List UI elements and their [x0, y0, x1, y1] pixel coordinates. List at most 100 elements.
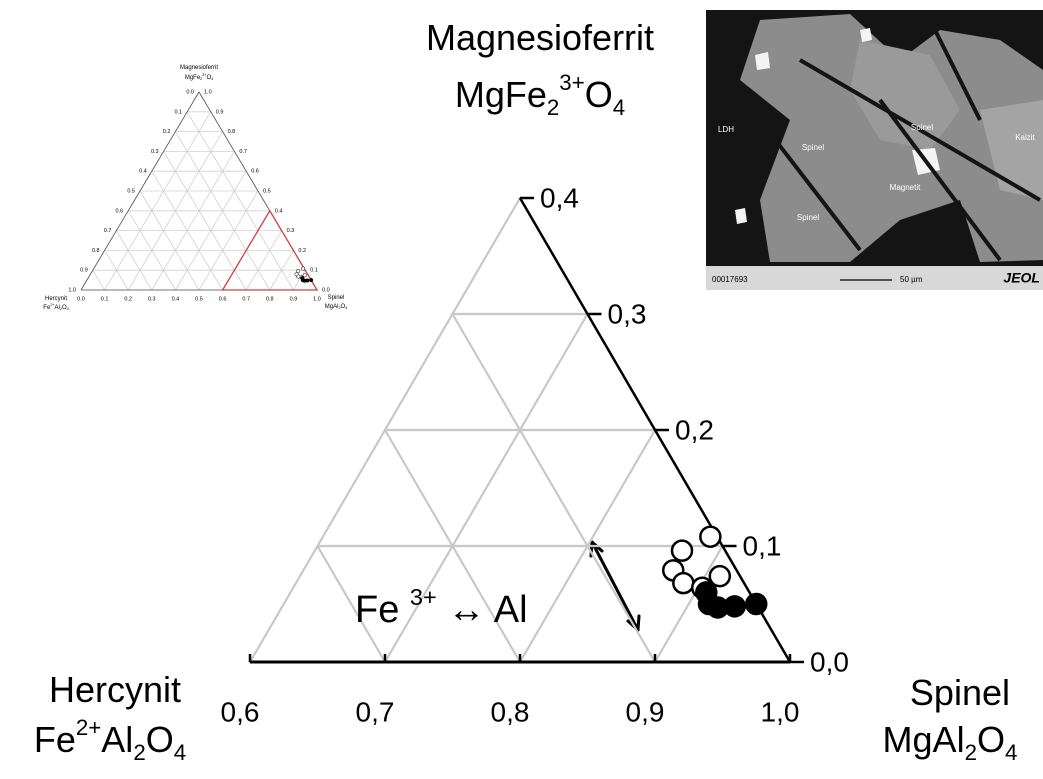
left-formula-part: Al [101, 719, 133, 760]
right-formula-part: 4 [1005, 740, 1017, 765]
right-formula-part: 2 [965, 740, 977, 765]
inset-tick-label: 0.1 [101, 296, 109, 302]
inset-tick-label: 0.8 [266, 296, 274, 302]
data-point [725, 596, 745, 616]
inset-apex-formula-part: 4 [211, 77, 213, 81]
inset-right-formula: MgAl2O4 [325, 304, 347, 310]
image-footer [706, 266, 1043, 290]
inset-tick-label: 1.0 [68, 287, 76, 293]
inset-right-label: Spinel [328, 295, 345, 301]
inset-tick-label: 0.1 [175, 109, 183, 115]
inset-tick-label: 0.4 [275, 208, 283, 214]
magnetite-grain [860, 28, 872, 42]
right-label: Spinel [910, 672, 1010, 713]
inset-grid-line [116, 231, 151, 290]
right-formula: MgAl2O4 [883, 719, 1018, 766]
y-tick-label: 0,4 [540, 182, 579, 213]
inset-tick-label: 0.9 [290, 296, 298, 302]
data-point [710, 566, 730, 586]
inset-tick-label: 0.2 [124, 296, 132, 302]
inset-tick-label: 0.3 [148, 296, 156, 302]
inset-tick-label: 0.3 [287, 228, 295, 234]
exchange-arrow [591, 542, 639, 630]
inset-tick-label: 0.4 [172, 296, 180, 302]
inset-tick-label: 1.0 [204, 89, 212, 95]
image-label: Spinel [797, 213, 819, 222]
apex-formula-part: MgFe [455, 74, 547, 115]
page: LDHSpinelSpinelKalzitMagnetitSpinel00017… [0, 0, 1043, 779]
right-formula-part: MgAl [883, 719, 965, 760]
apex-formula-part: 3+ [559, 70, 584, 95]
left-formula-part: 2 [133, 740, 145, 765]
inset-point [309, 278, 313, 282]
right-label-part: Spinel [910, 672, 1010, 713]
left-formula-part: 2+ [76, 715, 101, 740]
inset-left-label: Hercynit [45, 296, 67, 302]
inset-tick-label: 0.5 [127, 188, 135, 194]
left-label: Hercynit [49, 669, 181, 710]
data-point [672, 541, 692, 561]
data-point [673, 573, 693, 593]
inset-tick-label: 0.5 [263, 188, 271, 194]
y-tick-label: 0,1 [743, 530, 782, 561]
inset-tick-label: 0.7 [239, 149, 247, 155]
inset-tick-label: 0.4 [139, 169, 147, 175]
image-footer-text: JEOL [1003, 270, 1040, 286]
x-tick-label: 0,8 [491, 696, 530, 727]
inset-grid-line [140, 191, 199, 290]
image-label: Spinel [802, 143, 824, 152]
inset-tick-label: 0.2 [298, 248, 306, 254]
inset-tick-label: 0.8 [92, 248, 100, 254]
inset-tick-label: 0.3 [151, 149, 159, 155]
inset-grid-line [246, 231, 281, 290]
left-label-part: Hercynit [49, 669, 181, 710]
inset-tick-label: 0.9 [80, 268, 88, 274]
left-formula-part: 4 [174, 740, 186, 765]
inset-tick-label: 0.6 [116, 208, 124, 214]
apex-formula-part: 4 [613, 95, 625, 120]
annotation-part: 3+ [410, 584, 437, 610]
inset-tick-label: 0.6 [251, 169, 259, 175]
inset-tick-label: 0.0 [186, 89, 194, 95]
inset-tick-label: 0.9 [216, 109, 224, 115]
left-formula-part: Fe [34, 719, 76, 760]
inset-tick-label: 0.1 [310, 268, 318, 274]
inset-tick-label: 0.2 [163, 129, 171, 135]
y-tick-label: 0,3 [608, 298, 647, 329]
magnetite-grain [735, 208, 747, 224]
inset-apex-label: Magnesioferrit [180, 65, 218, 71]
x-tick-label: 0,6 [221, 696, 260, 727]
inset-tick-label: 0.0 [77, 296, 85, 302]
inset-tick-label: 0.0 [322, 287, 330, 293]
x-tick-label: 0,9 [626, 696, 665, 727]
inset-right-formula-part: 4 [345, 306, 347, 310]
data-point [700, 527, 720, 547]
apex-label: Magnesioferrit [426, 17, 654, 58]
image-label: LDH [718, 125, 734, 134]
annotation-part: ↔ Al [437, 589, 528, 631]
x-tick-label: 0,7 [356, 696, 395, 727]
inset-point [296, 269, 300, 273]
inset-tick-label: 0.8 [228, 129, 236, 135]
inset-grid-line [199, 191, 258, 290]
apex-formula: MgFe23+O4 [455, 70, 625, 120]
inset-grid-line [93, 270, 105, 290]
right-formula-part: O [977, 719, 1005, 760]
inset-tick-label: 0.6 [219, 296, 227, 302]
inset-apex-formula: MgFe23+O4 [185, 73, 213, 81]
inset-grid-line [164, 151, 247, 290]
data-point [746, 594, 766, 614]
inset-tick-label: 0.7 [242, 296, 250, 302]
annotation-part: Fe [355, 589, 410, 631]
sem-image: LDHSpinelSpinelKalzitMagnetitSpinel00017… [706, 10, 1043, 290]
inset-point [306, 279, 310, 283]
inset-right-formula-part: MgAl [325, 304, 339, 310]
inset-left-formula-part: 4 [67, 307, 69, 311]
magnetite-grain [755, 52, 770, 70]
inset-grid-line [187, 112, 293, 290]
inset-apex-label-part: Magnesioferrit [180, 65, 218, 71]
annotation: Fe 3+ ↔ Al [355, 584, 528, 631]
inset-apex-formula-part: MgFe [185, 75, 201, 81]
inset-left-formula: Fe2+Al2O4 [43, 303, 68, 311]
inset-apex-formula-part: 2 [200, 77, 202, 81]
